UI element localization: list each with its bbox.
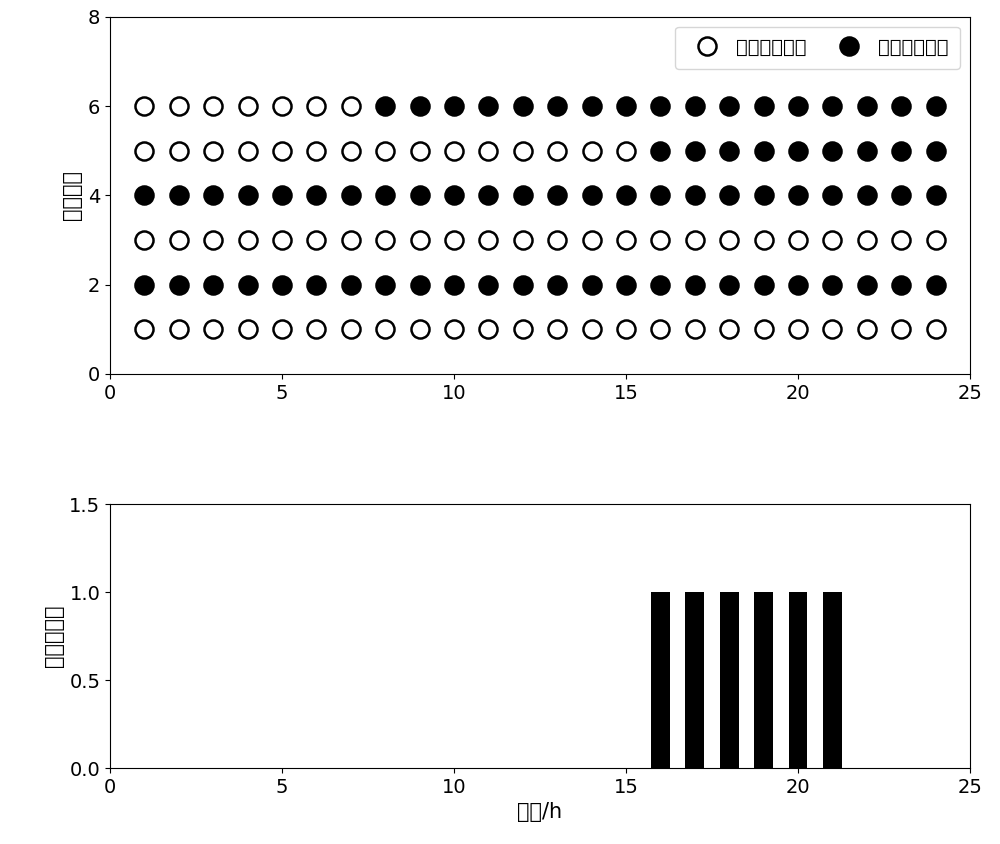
Y-axis label: 线路切断数: 线路切断数 <box>44 605 64 668</box>
Legend: 机组停运状态, 机组投运状态: 机组停运状态, 机组投运状态 <box>675 27 960 69</box>
Bar <box>754 592 773 768</box>
Bar <box>823 592 842 768</box>
Bar <box>720 592 739 768</box>
Bar <box>651 592 670 768</box>
Y-axis label: 机组编号: 机组编号 <box>62 170 82 220</box>
Bar <box>685 592 704 768</box>
X-axis label: 时间/h: 时间/h <box>517 803 563 822</box>
Bar <box>789 592 807 768</box>
